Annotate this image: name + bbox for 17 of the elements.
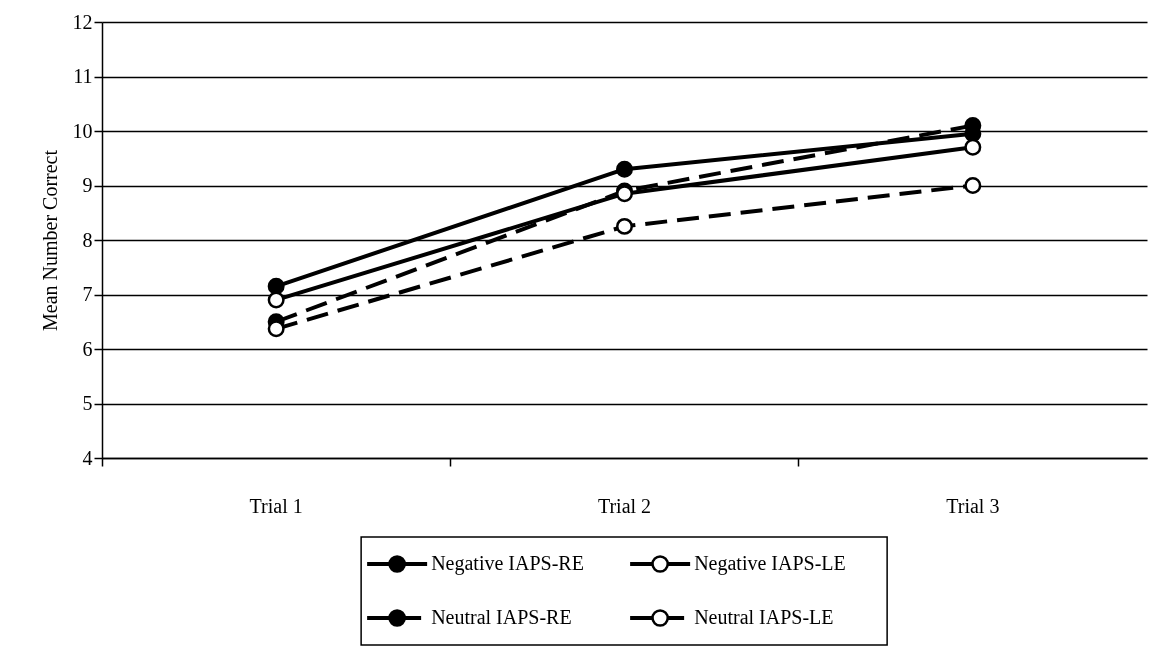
y-tick-label: 10 <box>72 119 93 142</box>
legend-label: Negative IAPS-LE <box>694 552 846 575</box>
x-tick-label: Trial 3 <box>946 494 1000 517</box>
legend-label: Neutral IAPS-LE <box>694 606 834 628</box>
x-tick-label: Trial 1 <box>249 494 303 517</box>
y-tick-label: 11 <box>73 65 93 87</box>
y-tick-label: 9 <box>82 174 93 196</box>
y-axis-title: Mean Number Correct <box>38 149 61 332</box>
y-tick-label: 4 <box>82 446 93 469</box>
y-tick-label: 8 <box>82 228 93 251</box>
y-tick-label: 6 <box>82 337 93 360</box>
x-tick-label: Trial 2 <box>597 494 652 517</box>
y-tick-label: 5 <box>82 392 93 414</box>
y-tick-label: 7 <box>82 283 93 305</box>
legend-label: Negative IAPS-RE <box>431 552 584 575</box>
y-tick-label: 12 <box>72 10 93 33</box>
legend-label: Neutral IAPS-RE <box>431 606 572 628</box>
